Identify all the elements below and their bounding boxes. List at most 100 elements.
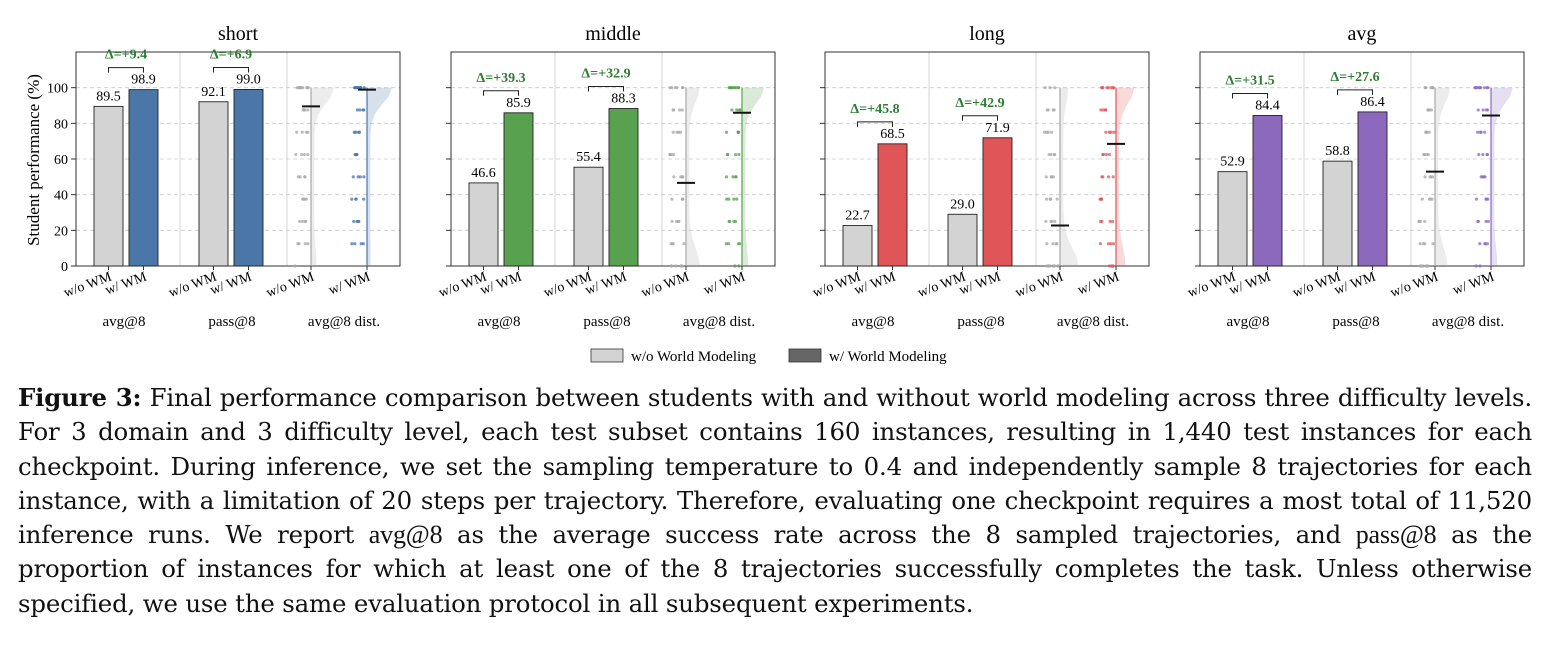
bar-value-label: 88.3: [611, 92, 636, 107]
distribution-point: [1484, 197, 1488, 201]
distribution-point: [734, 175, 738, 179]
distribution-point: [1484, 108, 1489, 112]
distribution-point: [303, 242, 307, 246]
distribution-point: [1050, 130, 1054, 134]
distribution-point: [295, 130, 299, 134]
x-tick-label: w/ WM: [1451, 269, 1497, 298]
distribution-point: [1107, 152, 1111, 157]
group-label: avg@8: [103, 314, 146, 330]
bar-value-label: 46.6: [471, 166, 496, 181]
delta-bracket: [1232, 92, 1268, 99]
group-label: pass@8: [583, 314, 630, 330]
distribution-point: [350, 242, 354, 246]
bar: [93, 105, 124, 267]
bar-value-label: 85.9: [506, 96, 531, 111]
distribution-point: [352, 130, 356, 134]
distribution-point: [1050, 219, 1054, 224]
distribution-point: [300, 152, 304, 157]
delta-label: Δ=+31.5: [1225, 73, 1274, 88]
distribution-point: [1483, 175, 1487, 179]
distribution-point: [361, 108, 365, 112]
y-tick-label: 20: [54, 224, 68, 239]
distribution-violin: [686, 87, 700, 267]
distribution-point: [1425, 152, 1429, 157]
distribution-point: [1048, 197, 1052, 201]
distribution-point: [737, 108, 742, 112]
distribution-point: [351, 175, 355, 179]
distribution-violin: [1116, 87, 1135, 267]
distribution-violin: [742, 87, 765, 267]
distribution-point: [1474, 264, 1478, 268]
distribution-point: [736, 130, 740, 134]
distribution-point: [306, 130, 310, 134]
bar: [1217, 171, 1248, 267]
distribution-point: [293, 264, 297, 268]
distribution-point: [727, 242, 731, 246]
distribution-point: [1053, 219, 1057, 224]
distribution-point: [1101, 86, 1105, 90]
distribution-point: [671, 130, 675, 134]
distribution-point: [1428, 175, 1432, 179]
distribution-point: [735, 108, 739, 112]
y-tick-label: 40: [54, 189, 68, 204]
y-tick-label: 100: [47, 82, 68, 97]
distribution-point: [1112, 130, 1116, 134]
distribution-point: [670, 197, 674, 201]
distribution-violin: [1491, 87, 1513, 267]
distribution-point: [725, 197, 729, 201]
bar: [877, 143, 908, 267]
legend-label: w/o World Modeling: [631, 349, 757, 365]
delta-label: Δ=+39.3: [476, 71, 525, 86]
delta-bracket: [213, 66, 249, 73]
bar: [573, 166, 604, 267]
distribution-point: [679, 175, 683, 179]
x-tick-label: w/o WM: [1013, 269, 1066, 300]
distribution-point: [1430, 175, 1435, 179]
x-tick-label: w/o WM: [639, 269, 692, 300]
distribution-point: [1107, 264, 1112, 268]
bar-value-label: 29.0: [950, 197, 975, 212]
caption-text-1: Final performance comparison between stu…: [18, 383, 1533, 550]
distribution-point: [1045, 108, 1049, 112]
distribution-point: [1476, 130, 1480, 134]
distribution-point: [296, 242, 300, 246]
distribution-point: [1486, 86, 1490, 90]
distribution-point: [736, 86, 741, 90]
distribution-point: [738, 242, 742, 246]
delta-label: Δ=+6.9: [210, 47, 252, 62]
distribution-point: [1053, 86, 1057, 90]
legend-swatch: [788, 348, 822, 363]
panel-middle: middle 46.6 85.9 55.4 88.3 Δ=+39.3 Δ=+32.9 w/o …: [437, 23, 776, 330]
distribution-point: [304, 197, 308, 201]
distribution-point: [355, 108, 359, 112]
bar-value-label: 89.5: [96, 89, 121, 104]
distribution-point: [302, 197, 306, 201]
group-label: pass@8: [1332, 314, 1379, 330]
distribution-point: [678, 108, 682, 112]
bar-value-label: 71.9: [985, 121, 1010, 136]
x-tick-label: w/ WM: [957, 269, 1003, 298]
panel-title: avg: [1348, 23, 1377, 45]
distribution-point: [1483, 130, 1487, 134]
group-label: avg@8 dist.: [1057, 314, 1129, 330]
distribution-point: [730, 108, 734, 112]
bar-value-label: 84.4: [1255, 98, 1280, 113]
distribution-point: [727, 197, 731, 201]
distribution-point: [1111, 175, 1115, 179]
group-label: avg@8 dist.: [683, 314, 755, 330]
distribution-point: [735, 197, 739, 201]
delta-label: Δ=+9.4: [105, 48, 147, 63]
legend-label: w/ World Modeling: [829, 349, 947, 365]
x-tick-label: w/o WM: [1388, 269, 1441, 300]
distribution-point: [1101, 152, 1105, 157]
distribution-point: [304, 219, 308, 224]
distribution-point: [300, 219, 305, 224]
distribution-point: [1476, 219, 1480, 224]
distribution-point: [733, 264, 737, 268]
caption-text-2: as the average success rate across the 8…: [442, 520, 1356, 550]
bar-value-label: 98.9: [131, 73, 156, 88]
distribution-point: [1104, 108, 1108, 112]
distribution-point: [1051, 264, 1055, 268]
distribution-point: [1050, 175, 1054, 179]
bar: [468, 182, 499, 267]
